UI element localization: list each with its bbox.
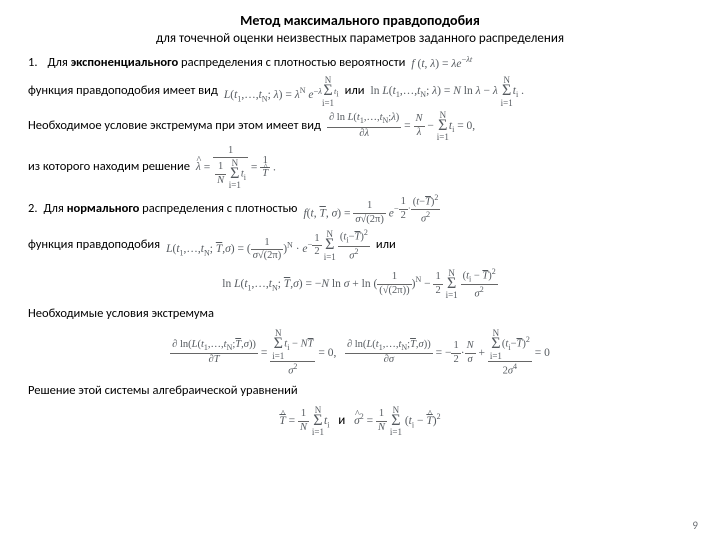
text: функция правдоподобия имеет вид [28, 83, 218, 100]
page-number: 9 [692, 519, 698, 532]
text-or: или [376, 237, 396, 254]
formula-l-normal: L(t1,…,tN; T,σ) = (1σ√(2π))N · e−12 NΣi=… [166, 229, 370, 262]
formula-l-exp: L(t1,…,tN; λ) = λN e−λNΣi=1ti [224, 76, 339, 107]
formula-solution-block: T = 1N NΣi=1ti и σ2 = 1N NΣi=1 (ti − T)2 [28, 406, 692, 437]
formula-lnl-normal: ln L(t1,…,tN; T,σ) = −N ln σ + ln (1(√(2… [222, 278, 497, 290]
text: Решение этой системы алгебраической урав… [28, 383, 298, 400]
text-or: или [345, 83, 365, 100]
formula-dlnl-exp: ∂ ln L(t1,…,tN;λ)∂λ = Nλ − NΣi=1ti = 0, [327, 111, 475, 142]
formula-lnl-normal-block: ln L(t1,…,tN; T,σ) = −N ln σ + ln (1(√(2… [28, 268, 692, 301]
formula-lambda-hat: λ = 11N NΣi=1ti = 1T . [196, 146, 276, 190]
line-likelihood-exp: функция правдоподобия имеет вид L(t1,…,t… [28, 76, 692, 107]
formula-system-block: ∂ ln(L(t1,…,tN;T,σ))∂T = NΣi=1ti − NTσ2 … [28, 329, 692, 377]
text: Необходимое условие экстремума при этом … [28, 118, 321, 135]
formula-density-exp: f (t, λ) = λe−λt [411, 54, 472, 72]
text: функция правдоподобия [28, 237, 160, 254]
line-solution-normal: Решение этой системы алгебраической урав… [28, 383, 692, 400]
formula-sigma-hat: σ2 = 1N NΣi=1 (ti − T)2 [354, 415, 441, 427]
text: распределения с плотностью вероятности [178, 55, 405, 70]
text-bold: нормального [67, 201, 140, 216]
line-likelihood-normal: функция правдоподобия L(t1,…,tN; T,σ) = … [28, 229, 692, 262]
formula-t-hat: T = 1N NΣi=1ti [279, 415, 332, 427]
text-and: и [338, 413, 345, 428]
formula-system: ∂ ln(L(t1,…,tN;T,σ))∂T = NΣi=1ti − NTσ2 … [170, 347, 550, 359]
item-2-number: 2. [28, 201, 38, 218]
text: из которого находим решение [28, 159, 190, 176]
item-2: 2. Для нормального распределения с плотн… [28, 194, 692, 226]
line-extremum-normal: Необходимые условия экстремума [28, 306, 692, 323]
formula-lnl-exp: ln L(t1,…,tN; λ) = N ln λ − λ NΣi=1ti . [371, 76, 524, 107]
page-subtitle: для точечной оценки неизвестных параметр… [28, 31, 692, 46]
formula-density-normal: f(t, T, σ) = 1σ√(2π) e−12·(t−T)2σ2 [303, 194, 440, 226]
text: Для [44, 201, 67, 216]
line-extremum-exp: Необходимое условие экстремума при этом … [28, 111, 692, 142]
line-solution-exp: из которого находим решение λ = 11N NΣi=… [28, 146, 692, 190]
item-1-number: 1. [28, 55, 38, 72]
item-1: 1. Для экспоненциального распределения с… [28, 54, 692, 72]
text: распределения с плотностью [139, 201, 297, 216]
text: Для [48, 55, 71, 70]
text: Необходимые условия экстремума [28, 306, 214, 323]
text-bold: экспоненциального [71, 55, 179, 70]
page-title: Метод максимального правдоподобия [28, 12, 692, 29]
